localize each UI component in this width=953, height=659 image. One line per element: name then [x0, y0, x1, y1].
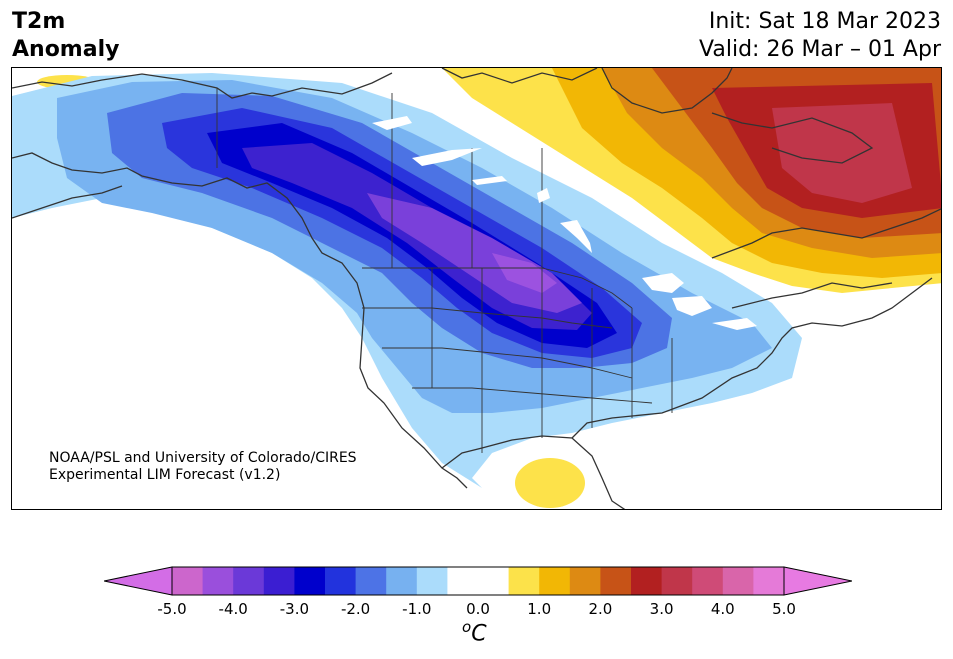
anomaly-map: [11, 67, 942, 510]
unit-degree: o: [462, 618, 472, 636]
lakes: [372, 116, 757, 330]
valid-date: Valid: 26 Mar – 01 Apr: [699, 37, 941, 62]
colorbar-segment: [508, 567, 540, 595]
colorbar-segment: [355, 567, 387, 595]
colorbar-segment: [294, 567, 326, 595]
credit-text: NOAA/PSL and University of Colorado/CIRE…: [49, 450, 357, 484]
date-block: Init: Sat 18 Mar 2023 Valid: 26 Mar – 01…: [699, 8, 941, 64]
colorbar-tick-label: -4.0: [218, 600, 248, 618]
colorbar: [104, 566, 852, 596]
colorbar-tick-label: 4.0: [710, 600, 735, 618]
warm-blob-gulf: [515, 458, 585, 508]
colorbar-segment: [386, 567, 418, 595]
colorbar-segment: [631, 567, 663, 595]
colorbar-outline: [171, 566, 785, 596]
colorbar-segment: [661, 567, 693, 595]
political-borders: [216, 88, 673, 453]
colorbar-segment: [600, 567, 632, 595]
anomaly-map-svg: [12, 68, 941, 509]
colorbar-tick-label: -1.0: [402, 600, 432, 618]
unit-letter: C: [471, 621, 487, 647]
colorbar-tick-label: 3.0: [649, 600, 674, 618]
title-line-2: Anomaly: [12, 37, 120, 62]
colorbar-segment: [325, 567, 357, 595]
init-date: Init: Sat 18 Mar 2023: [708, 9, 941, 34]
colorbar-under-arrow: [104, 566, 173, 596]
colorbar-segment: [569, 567, 601, 595]
credit-line-2: Experimental LIM Forecast (v1.2): [49, 467, 281, 483]
colorbar-segment: [447, 567, 479, 595]
colorbar-segment: [478, 567, 510, 595]
colorbar-segment: [692, 567, 724, 595]
colorbar-segment: [416, 567, 448, 595]
title-line-1: T2m: [12, 9, 66, 34]
colorbar-segment: [233, 567, 265, 595]
colorbar-segment: [753, 567, 785, 595]
colorbar-tick-label: 0.0: [466, 600, 490, 618]
warm-region-3: [772, 103, 912, 203]
colorbar-tick-label: -5.0: [157, 600, 187, 618]
colorbar-over-arrow: [783, 566, 852, 596]
colorbar-tick-label: 1.0: [527, 600, 552, 618]
colorbar-segment: [539, 567, 571, 595]
cold-region-4p5: [492, 253, 557, 293]
credit-line-1: NOAA/PSL and University of Colorado/CIRE…: [49, 450, 357, 466]
colorbar-segment: [202, 567, 234, 595]
colorbar-segment: [263, 567, 295, 595]
colorbar-unit: oC: [462, 618, 487, 646]
map-title: T2m Anomaly: [12, 8, 119, 64]
colorbar-tick-label: 2.0: [588, 600, 613, 618]
colorbar-tick-label: 5.0: [772, 600, 796, 618]
colorbar-segment: [172, 567, 204, 595]
coastlines: [12, 68, 941, 509]
colorbar-segment: [722, 567, 754, 595]
colorbar-tick-label: -3.0: [279, 600, 310, 618]
colorbar-tick-label: -2.0: [340, 600, 371, 618]
